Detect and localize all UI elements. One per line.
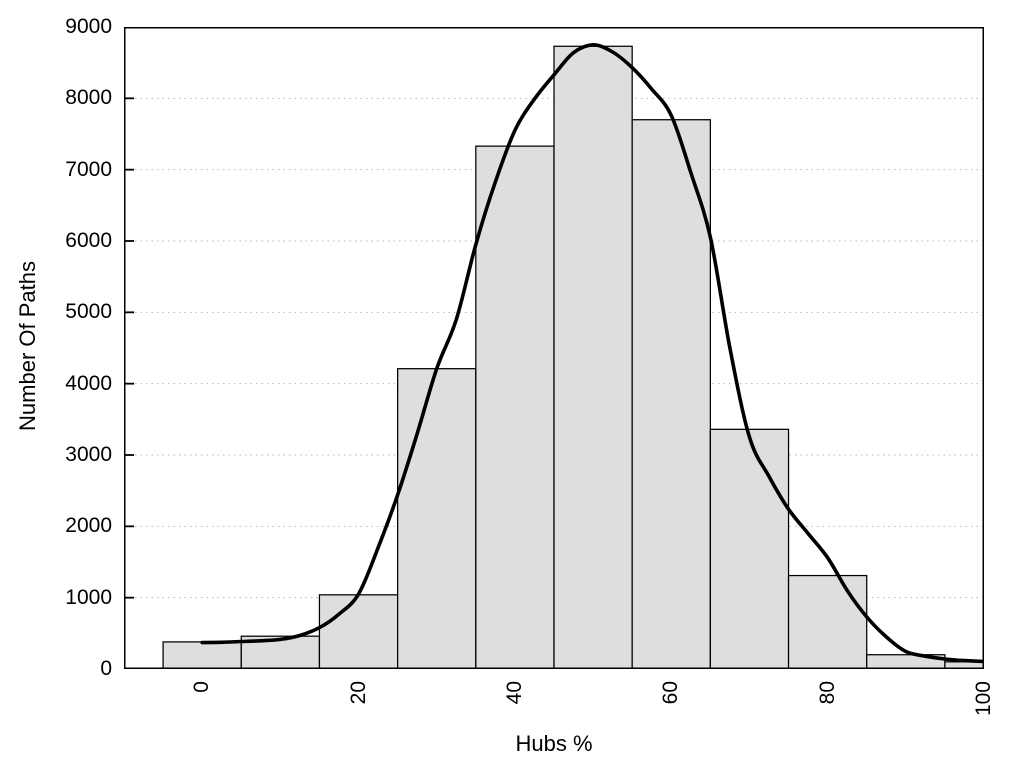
- histogram-bar: [397, 368, 477, 669]
- plot-area: [124, 27, 984, 669]
- density-curve: [200, 42, 984, 664]
- x-tick-label: 40: [502, 681, 526, 705]
- y-tick-label: 4000: [65, 371, 112, 395]
- y-tick-label: 6000: [65, 229, 112, 252]
- x-tick-label: 0: [190, 681, 214, 693]
- x-tick-label: 20: [346, 681, 370, 705]
- x-tick-label: 60: [659, 681, 683, 705]
- y-tick-label: 5000: [65, 300, 112, 324]
- x-tick-label: 100: [972, 681, 995, 717]
- y-tick-label: 1000: [65, 585, 112, 609]
- y-axis-title: Number Of Paths: [15, 261, 40, 431]
- histogram-bar: [709, 428, 790, 669]
- plot-border: [124, 27, 984, 669]
- histogram-bar: [631, 119, 711, 669]
- histogram-bar: [787, 574, 868, 669]
- y-tick-label: 3000: [65, 443, 112, 466]
- y-tick-label: 7000: [65, 157, 112, 181]
- histogram-bar: [162, 641, 242, 669]
- histogram-bar: [553, 45, 633, 669]
- histogram-bar: [944, 661, 984, 669]
- x-tick-label: 80: [815, 681, 839, 705]
- y-tick-label: 0: [100, 657, 112, 680]
- x-axis-title: Hubs %: [515, 731, 593, 756]
- y-tick-label: 2000: [65, 514, 112, 538]
- y-tick-label: 8000: [65, 86, 112, 110]
- histogram-bar: [475, 145, 555, 669]
- histogram-bar: [318, 594, 399, 669]
- plot-canvas: [124, 27, 984, 669]
- y-tick-label: 9000: [65, 15, 112, 38]
